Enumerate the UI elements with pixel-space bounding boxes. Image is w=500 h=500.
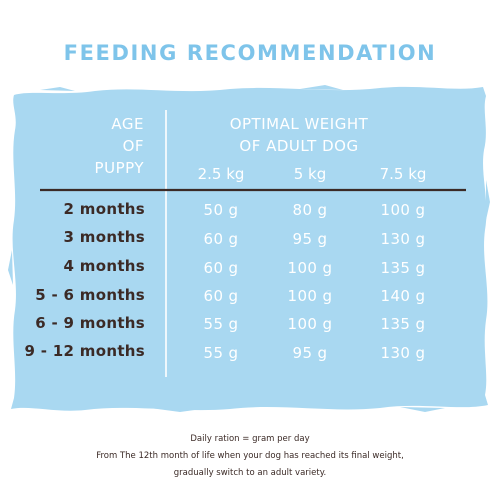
row-age: 9 - 12 months <box>24 342 145 360</box>
age-header-line: PUPPY <box>94 159 144 177</box>
age-header-line: OF <box>122 137 144 155</box>
row-value: 80 g <box>292 201 328 219</box>
row-value: 55 g <box>203 315 239 333</box>
row-value: 60 g <box>203 230 239 248</box>
row-age: 4 months <box>63 257 145 275</box>
row-value: 130 g <box>380 344 426 362</box>
row-value: 100 g <box>380 201 426 219</box>
brush-panel <box>11 86 488 411</box>
page-title: FEEDING RECOMMENDATION <box>63 41 437 65</box>
weight-column-header: 2.5 kg <box>197 165 245 183</box>
row-value: 95 g <box>292 344 328 362</box>
row-value: 95 g <box>292 230 328 248</box>
footer-note: From The 12th month of life when your do… <box>96 451 404 461</box>
row-value: 50 g <box>203 201 239 219</box>
row-value: 135 g <box>380 315 426 333</box>
row-age: 3 months <box>63 228 145 246</box>
weight-header: OPTIMAL WEIGHT OF ADULT DOG <box>214 113 384 157</box>
row-age: 2 months <box>63 200 145 218</box>
row-value: 135 g <box>380 259 426 277</box>
row-value: 100 g <box>287 315 333 333</box>
row-age: 5 - 6 months <box>35 286 145 304</box>
row-value: 100 g <box>287 259 333 277</box>
age-header: AGE OF PUPPY <box>95 113 144 179</box>
footer-note: gradually switch to an adult variety. <box>173 468 327 478</box>
row-value: 55 g <box>203 344 239 362</box>
row-age: 6 - 9 months <box>35 314 145 332</box>
age-header-line: AGE <box>111 115 144 133</box>
row-value: 60 g <box>203 259 239 277</box>
footer-note: Daily ration = gram per day <box>190 434 310 444</box>
row-value: 140 g <box>380 287 426 305</box>
row-value: 100 g <box>287 287 333 305</box>
row-value: 60 g <box>203 287 239 305</box>
weight-column-header: 5 kg <box>293 165 327 183</box>
weight-column-header: 7.5 kg <box>379 165 427 183</box>
weight-header-line: OF ADULT DOG <box>239 137 359 155</box>
weight-header-line: OPTIMAL WEIGHT <box>229 115 369 133</box>
row-value: 130 g <box>380 230 426 248</box>
